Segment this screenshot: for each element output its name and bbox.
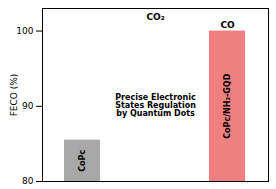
svg-text:90: 90 <box>22 101 34 111</box>
svg-text:100: 100 <box>16 26 33 36</box>
svg-text:CO₂: CO₂ <box>146 12 164 22</box>
svg-text:CoPc/NH₂-GQD: CoPc/NH₂-GQD <box>223 73 232 138</box>
svg-text:CoPc: CoPc <box>78 150 87 172</box>
svg-text:Precise ElectronicStates Regul: Precise ElectronicStates Regulationby Qu… <box>115 93 196 118</box>
svg-text:CO: CO <box>220 20 235 30</box>
svg-text:80: 80 <box>22 176 34 186</box>
svg-text:FECO (%): FECO (%) <box>9 74 19 117</box>
